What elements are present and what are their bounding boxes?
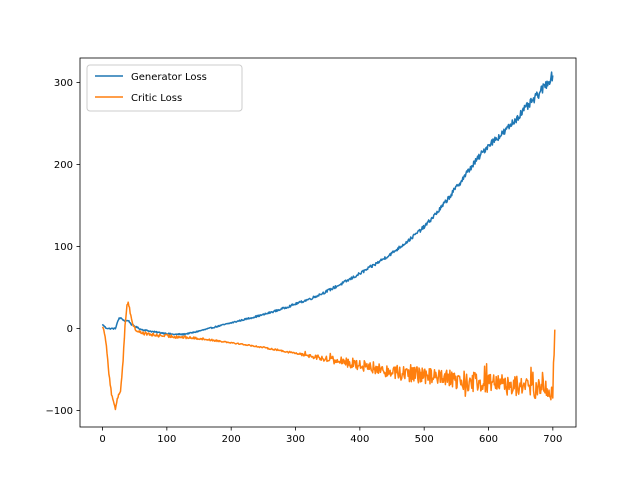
x-tick-label: 0 [99,434,105,445]
x-tick-label: 500 [415,434,434,445]
x-tick-label: 300 [286,434,305,445]
y-tick-label: 200 [54,160,73,171]
x-tick-label: 700 [543,434,562,445]
x-tick-label: 400 [350,434,369,445]
y-tick-label: 0 [67,324,73,335]
plot-frame [79,57,577,428]
legend-box [86,64,243,112]
legend-label-generator-loss: Generator Loss [131,72,207,83]
series-line-critic-loss [101,301,556,411]
x-tick-label: 600 [479,434,498,445]
x-tick-label: 200 [222,434,241,445]
legend-label-critic-loss: Critic Loss [131,93,182,104]
legend: Generator Loss Critic Loss [86,64,243,112]
y-tick-label: −100 [46,406,73,417]
x-tick-label: 100 [157,434,176,445]
series-line-generator-loss [101,71,554,336]
y-tick-label: 300 [54,78,73,89]
y-tick-label: 100 [54,242,73,253]
